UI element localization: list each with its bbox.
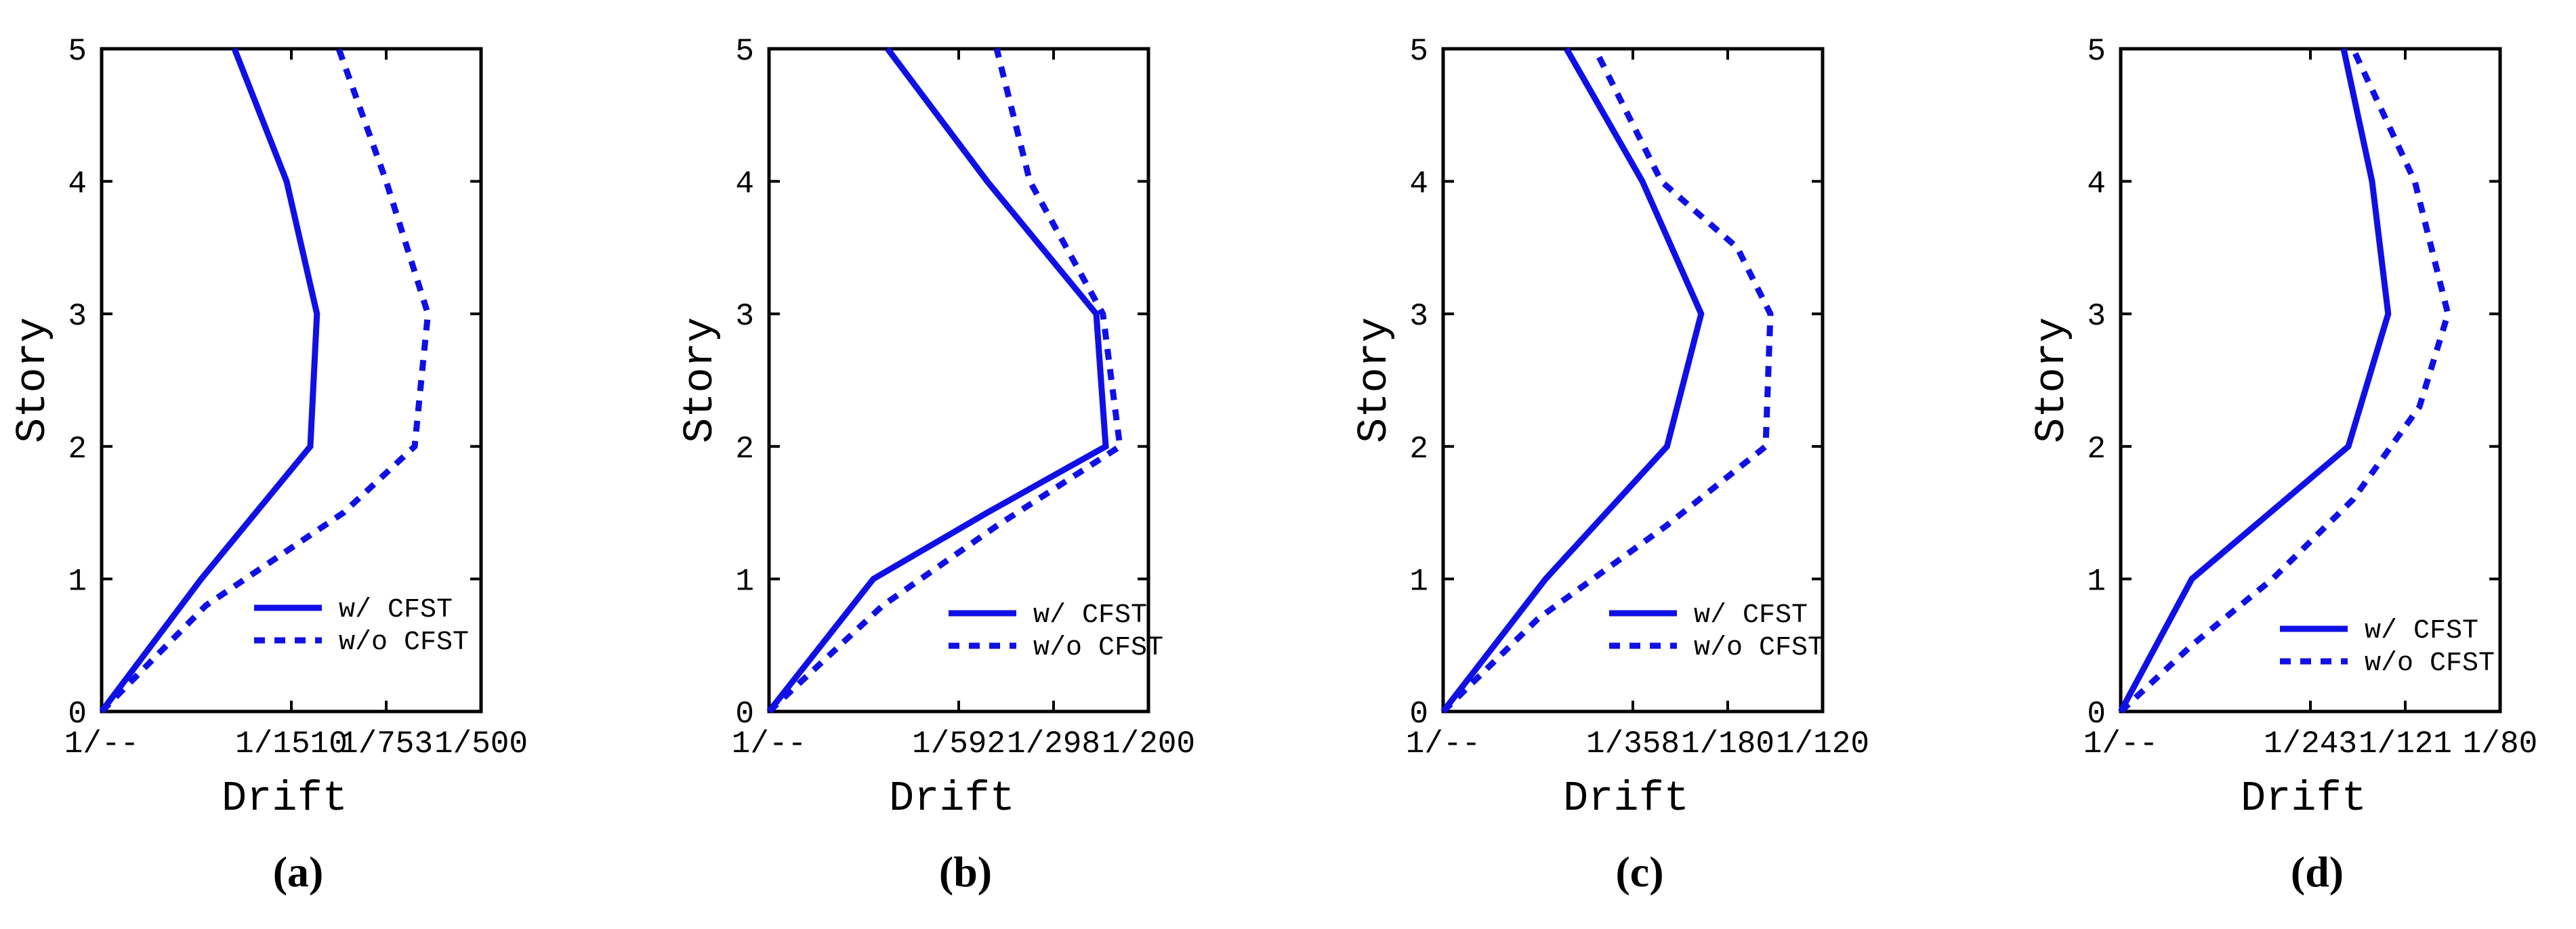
legend-label: w/o CFST [339, 627, 469, 658]
x-axis-label: Drift [1563, 775, 1689, 823]
legend-label: w/o CFST [1694, 633, 1824, 663]
legend-label: w/ CFST [2365, 616, 2478, 646]
x-tick-label: 1/121 [2359, 726, 2452, 762]
y-tick-label: 1 [68, 564, 87, 599]
chart-panel-4: 0 1 2 3 4 5 1/-- 1/243 1/121 1/80 Drift Story w/ CFS… [2028, 34, 2537, 896]
y-tick-label: 3 [735, 299, 754, 334]
x-tick-label: 1/243 [2264, 726, 2357, 762]
series-line-with-cfst [766, 47, 1109, 714]
y-axis-label: Story [2028, 317, 2076, 443]
chart-panel-2: 0 1 2 3 4 5 1/-- 1/592 1/298 1/200 Drift Story w/ CF… [676, 34, 1195, 896]
y-tick-label: 3 [68, 299, 87, 334]
y-tick-label: 5 [735, 34, 754, 69]
y-tick-label: 4 [2087, 167, 2106, 202]
y-tick-label: 5 [68, 34, 87, 69]
x-tick-label: 1/-- [2083, 726, 2158, 762]
y-tick-label: 0 [2087, 697, 2106, 732]
y-tick-label: 4 [1409, 167, 1428, 202]
x-axis-label: Drift [222, 775, 348, 823]
y-tick-label: 1 [2087, 564, 2106, 599]
legend-label: w/ CFST [1033, 600, 1147, 631]
legend-label: w/ CFST [1694, 600, 1808, 631]
y-tick-label: 2 [68, 432, 87, 467]
x-tick-label: 1/120 [1776, 726, 1869, 762]
y-tick-label: 3 [2087, 299, 2106, 334]
panel-label: (a) [273, 848, 324, 896]
y-tick-label: 0 [735, 697, 754, 732]
x-tick-label: 1/-- [1406, 726, 1480, 762]
x-tick-label: 1/-- [732, 726, 806, 762]
y-tick-label: 4 [735, 167, 754, 202]
y-axis-label: Story [676, 317, 724, 443]
x-tick-label: 1/180 [1681, 726, 1774, 762]
series-line-without-cfst [99, 47, 432, 714]
y-tick-label: 1 [1409, 564, 1428, 599]
legend-label: w/o CFST [1033, 633, 1163, 663]
y-tick-label: 4 [68, 167, 87, 202]
panel-label: (d) [2291, 848, 2344, 896]
y-tick-label: 5 [2087, 34, 2106, 69]
y-axis-label: Story [1350, 317, 1398, 443]
series-line-without-cfst [2118, 47, 2451, 714]
y-tick-label: 2 [735, 432, 754, 467]
x-tick-label: 1/500 [434, 726, 528, 762]
y-tick-label: 0 [1409, 697, 1428, 732]
panel-label: (b) [939, 848, 992, 896]
y-tick-label: 2 [2087, 432, 2106, 467]
series-line-with-cfst [2118, 48, 2392, 714]
x-tick-label: 1/-- [64, 726, 139, 762]
x-tick-label: 1/358 [1586, 726, 1680, 762]
series-line-with-cfst [1440, 47, 1705, 714]
x-tick-label: 1/753 [339, 726, 433, 762]
x-tick-label: 1/1510 [235, 726, 348, 762]
y-tick-label: 1 [735, 564, 754, 599]
y-tick-label: 5 [1409, 34, 1428, 69]
plot-frame [2119, 47, 2502, 714]
y-axis-label: Story [9, 317, 57, 443]
series-line-with-cfst [99, 47, 320, 714]
y-tick-label: 3 [1409, 299, 1428, 334]
x-axis-label: Drift [2241, 775, 2367, 823]
x-tick-label: 1/592 [912, 726, 1005, 762]
y-tick-label: 2 [1409, 432, 1428, 467]
chart-panel-3: 0 1 2 3 4 5 1/-- 1/358 1/180 1/120 Drift Story w/ CF… [1350, 34, 1869, 896]
x-tick-label: 1/200 [1102, 726, 1195, 762]
x-axis-label: Drift [889, 775, 1015, 823]
y-tick-label: 0 [68, 697, 87, 732]
x-tick-label: 1/298 [1007, 726, 1100, 762]
x-tick-label: 1/80 [2463, 726, 2537, 762]
legend-label: w/o CFST [2365, 648, 2495, 679]
panel-label: (c) [1615, 848, 1663, 896]
legend-label: w/ CFST [339, 595, 453, 625]
